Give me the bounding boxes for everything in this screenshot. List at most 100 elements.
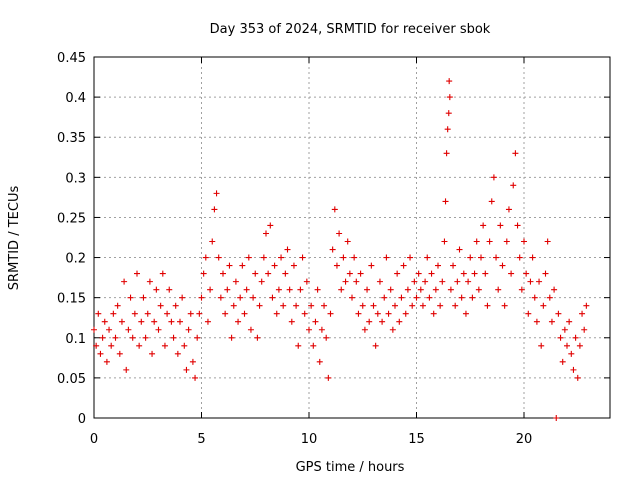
data-point <box>136 342 143 349</box>
data-point <box>189 358 196 365</box>
data-point <box>488 198 495 205</box>
data-point <box>344 238 351 245</box>
data-point <box>286 286 293 293</box>
data-point <box>370 302 377 309</box>
data-point <box>142 334 149 341</box>
data-point <box>450 262 457 269</box>
x-tick-label: 10 <box>301 432 318 447</box>
data-point <box>566 318 573 325</box>
data-point <box>559 358 566 365</box>
data-point <box>564 342 570 349</box>
data-point <box>91 326 97 333</box>
data-point <box>125 326 132 333</box>
data-point <box>200 270 207 277</box>
data-point <box>185 326 192 333</box>
data-point <box>108 342 115 349</box>
data-points <box>91 78 590 421</box>
data-point <box>293 302 300 309</box>
data-point <box>525 310 532 317</box>
data-point <box>177 318 183 325</box>
data-point <box>247 326 254 333</box>
data-point <box>340 254 347 261</box>
data-point <box>250 294 257 301</box>
data-point <box>553 415 560 421</box>
data-point <box>381 294 388 301</box>
data-point <box>499 262 506 269</box>
data-point <box>387 286 394 293</box>
data-point <box>121 278 128 285</box>
data-point <box>295 342 302 349</box>
data-point <box>290 262 297 269</box>
data-point <box>512 150 519 157</box>
data-point <box>480 222 487 229</box>
data-point <box>351 254 358 261</box>
data-point <box>442 198 449 205</box>
data-point <box>273 310 280 317</box>
data-point <box>462 310 469 317</box>
data-point <box>318 326 325 333</box>
data-point <box>146 278 153 285</box>
data-point <box>439 278 446 285</box>
data-point <box>444 126 451 133</box>
data-point <box>217 294 224 301</box>
data-point <box>415 270 422 277</box>
data-point <box>361 326 368 333</box>
data-point <box>428 270 435 277</box>
data-point <box>529 254 536 261</box>
data-point <box>170 334 177 341</box>
data-point <box>426 294 433 301</box>
data-point <box>174 350 181 357</box>
data-point <box>446 78 453 85</box>
plot-frame <box>93 56 611 419</box>
data-point <box>241 310 248 317</box>
y-tick-label: 0.35 <box>57 131 86 146</box>
data-point <box>533 318 540 325</box>
data-point <box>325 374 332 381</box>
data-point <box>467 254 474 261</box>
y-tick-label: 0 <box>78 412 86 427</box>
data-point <box>144 310 151 317</box>
data-point <box>374 310 381 317</box>
data-point <box>254 334 261 341</box>
data-point <box>454 278 461 285</box>
data-point <box>232 278 239 285</box>
data-point <box>475 286 482 293</box>
data-point <box>570 366 577 373</box>
data-point <box>155 326 162 333</box>
data-point <box>187 310 194 317</box>
y-tick-label: 0.15 <box>57 292 86 307</box>
data-point <box>209 238 216 245</box>
data-point <box>366 318 373 325</box>
data-point <box>226 262 233 269</box>
data-point <box>471 270 478 277</box>
data-point <box>308 302 315 309</box>
data-point <box>310 342 317 349</box>
data-point <box>460 270 467 277</box>
data-point <box>501 302 508 309</box>
data-point <box>179 294 186 301</box>
data-point <box>349 294 355 301</box>
data-point <box>110 310 117 317</box>
data-point <box>514 222 521 229</box>
data-point <box>306 326 312 333</box>
data-point <box>278 254 285 261</box>
data-point <box>503 238 510 245</box>
data-point <box>473 238 480 245</box>
data-point <box>204 318 211 325</box>
data-point <box>316 358 323 365</box>
data-point <box>211 206 218 213</box>
data-point <box>114 302 121 309</box>
data-point <box>312 318 319 325</box>
data-point <box>118 318 125 325</box>
x-axis-label: GPS time / hours <box>296 460 405 475</box>
x-tick-label: 0 <box>90 432 98 447</box>
data-point <box>230 302 237 309</box>
data-point <box>151 318 158 325</box>
data-point <box>329 246 336 253</box>
data-point <box>213 190 220 197</box>
y-tick-label: 0.2 <box>65 252 86 267</box>
data-point <box>112 334 119 341</box>
data-point <box>417 286 424 293</box>
data-point <box>166 286 173 293</box>
